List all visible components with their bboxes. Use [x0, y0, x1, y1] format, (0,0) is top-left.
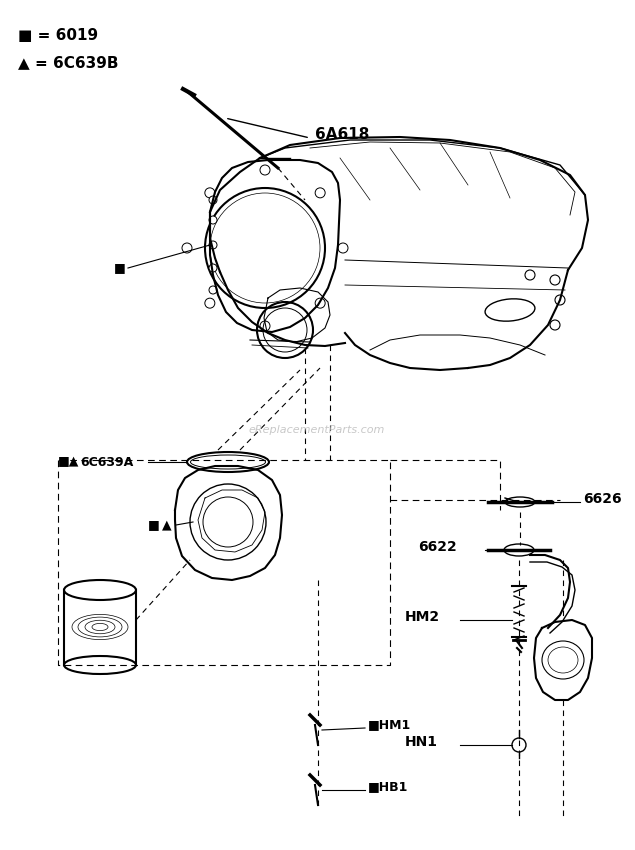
Text: ■▲: ■▲ — [58, 456, 79, 468]
Text: 6622: 6622 — [418, 540, 457, 554]
Text: ▲: ▲ — [162, 518, 171, 531]
Circle shape — [209, 264, 217, 272]
Text: ■HM1: ■HM1 — [368, 718, 411, 732]
Circle shape — [338, 243, 348, 253]
Circle shape — [205, 298, 215, 309]
Text: 6626: 6626 — [583, 492, 622, 506]
Circle shape — [550, 320, 560, 330]
Circle shape — [260, 165, 270, 175]
Text: ■HB1: ■HB1 — [368, 780, 408, 794]
Circle shape — [550, 275, 560, 285]
Text: 6C639A: 6C639A — [80, 456, 133, 468]
Circle shape — [315, 298, 325, 309]
Circle shape — [260, 321, 270, 331]
Circle shape — [209, 241, 217, 249]
Text: ■ = 6019: ■ = 6019 — [18, 28, 98, 43]
Circle shape — [525, 270, 535, 280]
Text: 6A618: 6A618 — [315, 127, 370, 141]
Circle shape — [555, 295, 565, 305]
Circle shape — [209, 216, 217, 224]
Circle shape — [315, 188, 325, 198]
Text: ■: ■ — [148, 518, 160, 531]
Text: eReplacementParts.com: eReplacementParts.com — [249, 425, 385, 435]
Text: HM2: HM2 — [405, 610, 440, 624]
Text: HN1: HN1 — [405, 735, 438, 749]
Circle shape — [209, 196, 217, 204]
Text: ▲ = 6C639B: ▲ = 6C639B — [18, 55, 119, 70]
Circle shape — [209, 286, 217, 294]
Circle shape — [205, 188, 215, 198]
Circle shape — [182, 243, 192, 253]
Text: ■: ■ — [114, 262, 126, 275]
